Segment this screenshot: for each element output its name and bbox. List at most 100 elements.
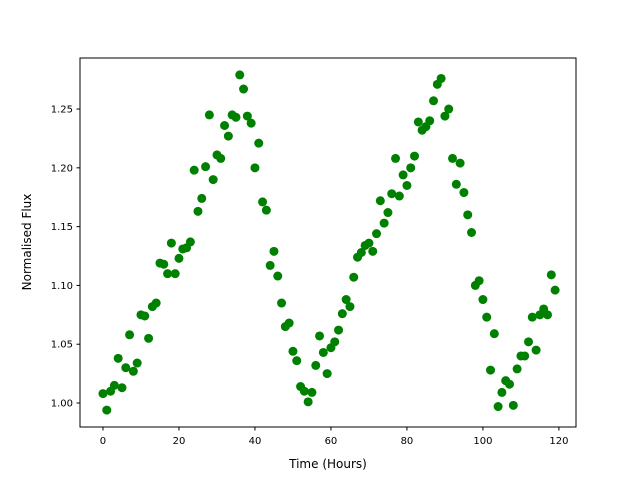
data-point (223, 131, 233, 141)
data-point (132, 358, 142, 368)
data-point (189, 165, 199, 175)
x-tick-label: 40 (249, 436, 262, 447)
data-point (459, 188, 469, 198)
data-point (235, 70, 245, 80)
data-point (451, 179, 461, 189)
data-point (159, 259, 169, 269)
data-point (239, 84, 249, 94)
data-point (467, 228, 477, 238)
data-point (543, 310, 553, 320)
data-point (394, 191, 404, 201)
data-point (379, 218, 389, 228)
data-point (508, 400, 518, 410)
data-point (170, 269, 180, 279)
data-point (311, 360, 321, 370)
data-point (444, 104, 454, 114)
data-point (299, 386, 309, 396)
data-point (193, 206, 203, 216)
data-point (220, 120, 230, 130)
data-point (216, 153, 226, 163)
data-point (334, 325, 344, 335)
y-tick-label: 1.00 (51, 399, 73, 410)
data-point (402, 180, 412, 190)
data-point (337, 309, 347, 319)
data-point (406, 163, 416, 173)
data-point (372, 229, 382, 239)
data-point (546, 270, 556, 280)
data-point (524, 337, 534, 347)
data-point (478, 295, 488, 305)
data-point (398, 170, 408, 180)
data-point (231, 112, 241, 122)
data-point (375, 196, 385, 206)
data-point (315, 331, 325, 341)
x-tick-label: 60 (325, 436, 338, 447)
y-tick-label: 1.15 (51, 222, 73, 233)
data-point (486, 365, 496, 375)
data-points (98, 70, 560, 415)
data-point (550, 285, 560, 295)
x-tick-label: 100 (473, 436, 492, 447)
data-point (117, 383, 127, 393)
data-point (201, 162, 211, 172)
data-point (288, 346, 298, 356)
data-point (349, 272, 359, 282)
y-tick-label: 1.25 (51, 105, 73, 116)
x-tick-label: 80 (401, 436, 414, 447)
data-point (497, 387, 507, 397)
data-point (303, 397, 313, 407)
data-point (121, 363, 131, 373)
data-point (318, 347, 328, 357)
data-point (166, 238, 176, 248)
data-point (292, 356, 302, 366)
data-point (482, 312, 492, 322)
y-tick-label: 1.10 (51, 281, 73, 292)
data-point (163, 269, 173, 279)
data-point (128, 366, 138, 376)
data-point (463, 210, 473, 220)
data-point (531, 345, 541, 355)
data-point (330, 337, 340, 347)
y-tick-label: 1.05 (51, 340, 73, 351)
data-point (109, 380, 119, 390)
data-point (204, 110, 214, 120)
data-point (265, 260, 275, 270)
data-point (151, 298, 161, 308)
data-point (102, 405, 112, 415)
y-axis-label: Normalised Flux (20, 194, 34, 291)
data-point (440, 111, 450, 121)
data-point (436, 73, 446, 83)
data-point (489, 329, 499, 339)
data-point (144, 333, 154, 343)
data-point (512, 364, 522, 374)
data-point (197, 193, 207, 203)
data-point (356, 247, 366, 257)
data-point (273, 271, 283, 281)
x-tick-label: 20 (173, 436, 186, 447)
data-point (277, 298, 287, 308)
data-point (261, 205, 271, 215)
data-point (174, 253, 184, 263)
data-point (113, 353, 123, 363)
data-point (269, 246, 279, 256)
data-point (250, 163, 260, 173)
data-point (505, 379, 515, 389)
data-point (307, 387, 317, 397)
data-point (520, 351, 530, 361)
data-point (368, 246, 378, 256)
data-point (242, 111, 252, 121)
axes-frame (79, 57, 577, 428)
data-point (413, 117, 423, 127)
data-point (341, 295, 351, 305)
data-point (345, 302, 355, 312)
data-point (98, 389, 108, 399)
x-axis-label: Time (Hours) (288, 457, 367, 471)
data-point (383, 208, 393, 218)
data-point (391, 153, 401, 163)
data-point (387, 189, 397, 199)
data-point (246, 118, 256, 128)
data-point (493, 402, 503, 412)
data-point (185, 237, 195, 247)
data-point (474, 276, 484, 286)
